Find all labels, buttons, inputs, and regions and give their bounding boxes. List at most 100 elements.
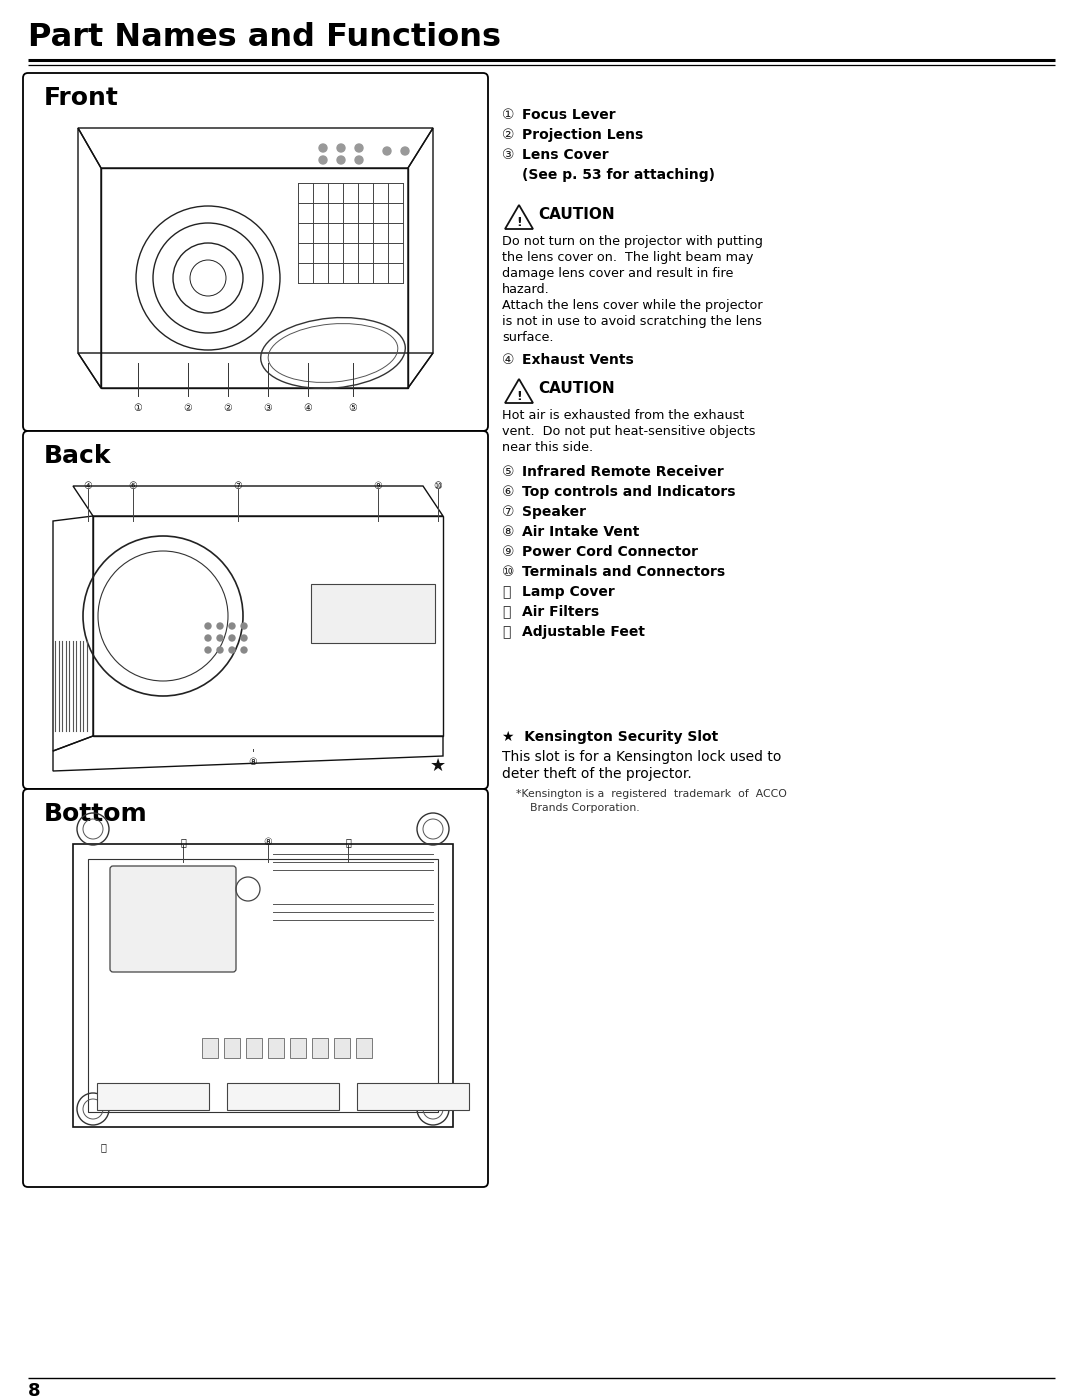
Text: ⑫: ⑫: [502, 605, 511, 619]
Text: ⑧: ⑧: [502, 525, 514, 539]
Circle shape: [217, 636, 222, 641]
Text: ③: ③: [502, 148, 514, 162]
Circle shape: [241, 636, 247, 641]
Circle shape: [205, 623, 211, 629]
Text: damage lens cover and result in fire: damage lens cover and result in fire: [502, 267, 733, 279]
Text: Focus Lever: Focus Lever: [522, 108, 616, 122]
Text: CAUTION: CAUTION: [538, 207, 615, 222]
Text: ③: ③: [264, 402, 272, 414]
FancyBboxPatch shape: [224, 1038, 240, 1058]
FancyBboxPatch shape: [246, 1038, 262, 1058]
Text: ②: ②: [184, 402, 192, 414]
FancyBboxPatch shape: [23, 432, 488, 789]
Circle shape: [217, 623, 222, 629]
Text: vent.  Do not put heat-sensitive objects: vent. Do not put heat-sensitive objects: [502, 425, 756, 439]
Text: ⑩: ⑩: [502, 564, 514, 578]
Text: Do not turn on the projector with putting: Do not turn on the projector with puttin…: [502, 235, 762, 249]
Text: ④: ④: [303, 402, 312, 414]
FancyBboxPatch shape: [311, 584, 435, 643]
Text: ⑦: ⑦: [233, 481, 242, 490]
Text: is not in use to avoid scratching the lens: is not in use to avoid scratching the le…: [502, 314, 762, 328]
Text: surface.: surface.: [502, 331, 554, 344]
Text: ⑦: ⑦: [502, 504, 514, 520]
Circle shape: [229, 647, 235, 652]
Text: ⑨: ⑨: [502, 545, 514, 559]
Text: Hot air is exhausted from the exhaust: Hot air is exhausted from the exhaust: [502, 409, 744, 422]
Text: Lens Cover: Lens Cover: [522, 148, 609, 162]
Text: Projection Lens: Projection Lens: [522, 129, 644, 142]
Text: ⑪: ⑪: [502, 585, 511, 599]
Text: ⑨: ⑨: [374, 481, 382, 490]
Text: ★  Kensington Security Slot: ★ Kensington Security Slot: [502, 731, 718, 745]
Text: ⑫: ⑫: [346, 837, 351, 847]
Text: Air Filters: Air Filters: [522, 605, 599, 619]
Text: !: !: [516, 217, 522, 229]
Text: ★: ★: [430, 757, 446, 775]
FancyBboxPatch shape: [97, 1083, 210, 1111]
Text: ⑪: ⑪: [180, 837, 186, 847]
Text: deter theft of the projector.: deter theft of the projector.: [502, 767, 692, 781]
Text: Attach the lens cover while the projector: Attach the lens cover while the projecto…: [502, 299, 762, 312]
Circle shape: [205, 647, 211, 652]
Text: Part Names and Functions: Part Names and Functions: [28, 22, 501, 53]
Text: ④: ④: [83, 481, 93, 490]
Circle shape: [229, 623, 235, 629]
Circle shape: [205, 636, 211, 641]
Text: (See p. 53 for attaching): (See p. 53 for attaching): [522, 168, 715, 182]
Text: Brands Corporation.: Brands Corporation.: [516, 803, 639, 813]
Circle shape: [241, 647, 247, 652]
Text: Exhaust Vents: Exhaust Vents: [522, 353, 634, 367]
Circle shape: [355, 156, 363, 163]
Text: ⑧: ⑧: [248, 757, 257, 767]
FancyBboxPatch shape: [312, 1038, 328, 1058]
Circle shape: [319, 144, 327, 152]
Text: ⑧: ⑧: [264, 837, 272, 847]
Text: Front: Front: [44, 87, 119, 110]
Text: 8: 8: [28, 1382, 41, 1397]
Circle shape: [217, 647, 222, 652]
Text: near this side.: near this side.: [502, 441, 593, 454]
Circle shape: [229, 636, 235, 641]
Text: ⑥: ⑥: [502, 485, 514, 499]
FancyBboxPatch shape: [334, 1038, 350, 1058]
Text: This slot is for a Kensington lock used to: This slot is for a Kensington lock used …: [502, 750, 781, 764]
Text: hazard.: hazard.: [502, 284, 550, 296]
FancyBboxPatch shape: [110, 866, 237, 972]
Text: ⑥: ⑥: [129, 481, 137, 490]
Text: ⑬: ⑬: [502, 624, 511, 638]
FancyBboxPatch shape: [356, 1038, 372, 1058]
Text: ⑬: ⑬: [100, 1141, 106, 1153]
FancyBboxPatch shape: [227, 1083, 339, 1111]
Text: the lens cover on.  The light beam may: the lens cover on. The light beam may: [502, 251, 754, 264]
Text: ①: ①: [502, 108, 514, 122]
Text: ②: ②: [224, 402, 232, 414]
Text: ④: ④: [502, 353, 514, 367]
Text: CAUTION: CAUTION: [538, 381, 615, 395]
FancyBboxPatch shape: [291, 1038, 306, 1058]
Circle shape: [337, 156, 345, 163]
Circle shape: [401, 147, 409, 155]
Circle shape: [337, 144, 345, 152]
Text: ②: ②: [502, 129, 514, 142]
Text: Terminals and Connectors: Terminals and Connectors: [522, 564, 725, 578]
FancyBboxPatch shape: [268, 1038, 284, 1058]
Text: Lamp Cover: Lamp Cover: [522, 585, 615, 599]
Text: ①: ①: [134, 402, 143, 414]
Circle shape: [383, 147, 391, 155]
Text: Back: Back: [44, 444, 111, 468]
Text: Air Intake Vent: Air Intake Vent: [522, 525, 639, 539]
Circle shape: [241, 623, 247, 629]
Circle shape: [319, 156, 327, 163]
Text: *Kensington is a  registered  trademark  of  ACCO: *Kensington is a registered trademark of…: [516, 789, 787, 799]
FancyBboxPatch shape: [357, 1083, 469, 1111]
FancyBboxPatch shape: [23, 789, 488, 1187]
Text: ⑤: ⑤: [502, 465, 514, 479]
Text: Top controls and Indicators: Top controls and Indicators: [522, 485, 735, 499]
Text: Adjustable Feet: Adjustable Feet: [522, 624, 645, 638]
Circle shape: [355, 144, 363, 152]
FancyBboxPatch shape: [202, 1038, 218, 1058]
Text: !: !: [516, 391, 522, 404]
Text: ⑤: ⑤: [349, 402, 357, 414]
Text: Power Cord Connector: Power Cord Connector: [522, 545, 698, 559]
Text: Infrared Remote Receiver: Infrared Remote Receiver: [522, 465, 724, 479]
